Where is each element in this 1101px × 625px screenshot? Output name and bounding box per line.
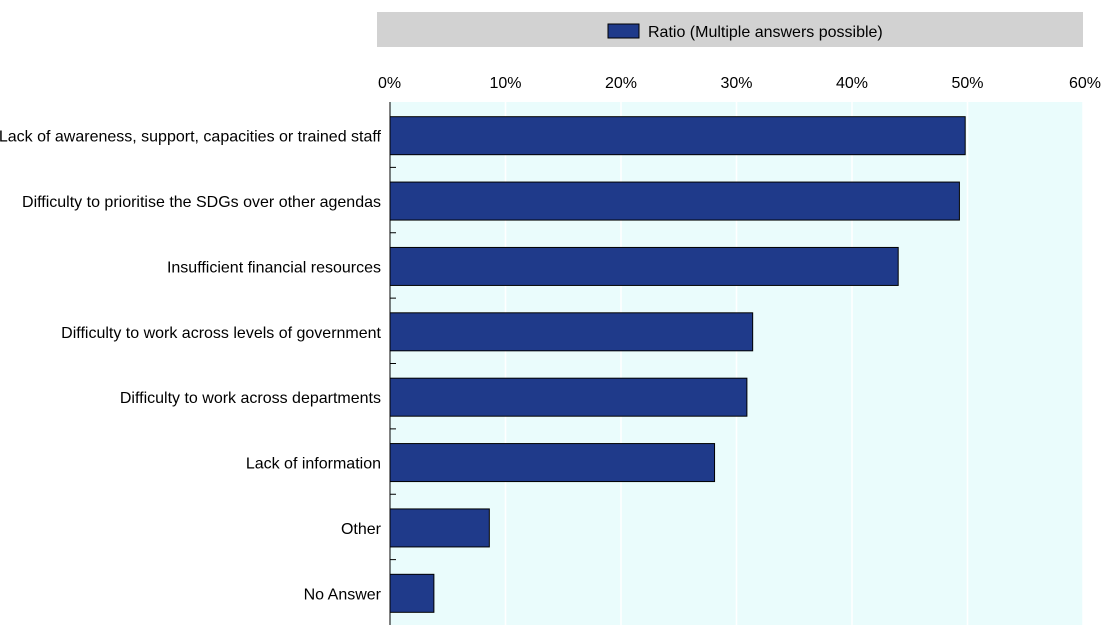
category-label: Difficulty to work across departments <box>120 390 381 407</box>
bars <box>389 116 966 613</box>
x-tick-label: 40% <box>836 75 868 92</box>
category-label: No Answer <box>304 586 382 603</box>
x-tick-label: 60% <box>1069 75 1101 92</box>
category-label: Lack of information <box>246 456 381 473</box>
bar <box>389 377 748 417</box>
bar <box>389 312 754 352</box>
x-tick-label: 20% <box>605 75 637 92</box>
x-tick-label: 30% <box>720 75 752 92</box>
category-label: Lack of awareness, support, capacities o… <box>0 129 382 146</box>
bar <box>389 443 716 483</box>
category-label: Insufficient financial resources <box>167 259 381 276</box>
legend-label: Ratio (Multiple answers possible) <box>648 24 883 41</box>
bar <box>389 116 966 156</box>
x-axis-tick-labels: 0% 10% 20% 30% 40% 50% 60% <box>378 75 1101 92</box>
y-axis-ticks <box>390 166 396 561</box>
bar <box>389 508 490 548</box>
category-labels: Lack of awareness, support, capacities o… <box>0 129 382 604</box>
legend-bar <box>377 12 1083 47</box>
category-label: Difficulty to prioritise the SDGs over o… <box>22 194 381 211</box>
legend-swatch <box>607 23 640 39</box>
x-tick-label: 10% <box>489 75 521 92</box>
bar <box>389 573 435 613</box>
bar <box>389 181 960 221</box>
category-label: Other <box>341 521 382 538</box>
x-tick-label: 0% <box>378 75 401 92</box>
category-label: Difficulty to work across levels of gove… <box>61 325 381 342</box>
bar <box>389 246 899 286</box>
x-tick-label: 50% <box>951 75 983 92</box>
